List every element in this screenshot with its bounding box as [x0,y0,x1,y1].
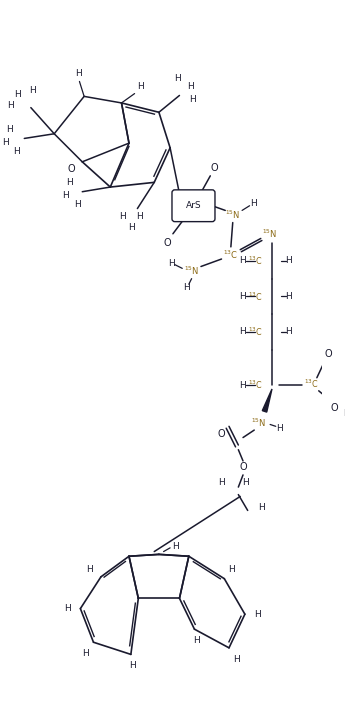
Text: H: H [82,649,89,658]
Text: H: H [228,565,235,574]
Text: H: H [218,478,225,487]
Text: H: H [29,86,36,96]
Text: H: H [239,292,245,301]
Text: ArS: ArS [186,201,201,210]
Text: H: H [7,101,14,110]
Polygon shape [262,389,272,412]
Text: H: H [136,211,142,221]
Text: $^{13}$C: $^{13}$C [304,377,318,390]
Text: H: H [189,95,196,104]
Text: H: H [66,178,72,187]
Text: H: H [243,478,249,487]
Text: H: H [233,654,240,664]
Text: $^{13}$C: $^{13}$C [223,248,238,260]
Text: H: H [193,636,200,645]
Text: H: H [6,124,13,134]
Text: H: H [239,327,245,336]
Text: O: O [324,349,332,360]
Text: H: H [239,380,245,390]
Text: $^{15}$N: $^{15}$N [263,228,278,240]
Text: H: H [74,201,81,209]
Text: H: H [137,81,144,91]
Text: H: H [168,259,175,268]
Text: H: H [128,223,135,232]
Text: H: H [250,199,257,209]
Text: $^{13}$C: $^{13}$C [248,290,263,303]
Text: O: O [331,403,338,413]
Text: $^{13}$C: $^{13}$C [248,379,263,391]
Text: H: H [285,257,292,265]
FancyBboxPatch shape [172,190,215,221]
Text: $^{15}$N: $^{15}$N [251,416,267,429]
Text: $^{15}$N: $^{15}$N [184,265,199,278]
Text: H: H [285,327,292,336]
Text: O: O [239,462,247,472]
Text: H: H [184,283,190,293]
Text: H: H [255,610,262,619]
Text: H: H [258,503,265,512]
Text: H: H [276,423,283,433]
Text: $^{13}$C: $^{13}$C [248,255,263,267]
Text: O: O [67,164,75,174]
Text: H: H [13,147,20,156]
Text: H: H [14,90,21,99]
Text: H: H [187,81,194,91]
Text: H: H [285,292,292,301]
Text: H: H [86,565,93,574]
Text: H: H [119,211,126,221]
Text: H: H [2,137,9,147]
Text: $^{13}$C: $^{13}$C [248,326,263,338]
Text: H: H [174,74,181,83]
Text: O: O [210,163,218,173]
Text: H: H [172,542,179,551]
Text: H: H [239,257,245,265]
Text: $^{15}$N: $^{15}$N [225,209,240,221]
Text: H: H [64,604,71,613]
Text: O: O [218,429,225,439]
Text: H: H [75,70,82,78]
Text: H: H [343,408,345,418]
Text: H: H [129,661,136,670]
Text: O: O [164,238,171,248]
Text: H: H [62,191,69,200]
